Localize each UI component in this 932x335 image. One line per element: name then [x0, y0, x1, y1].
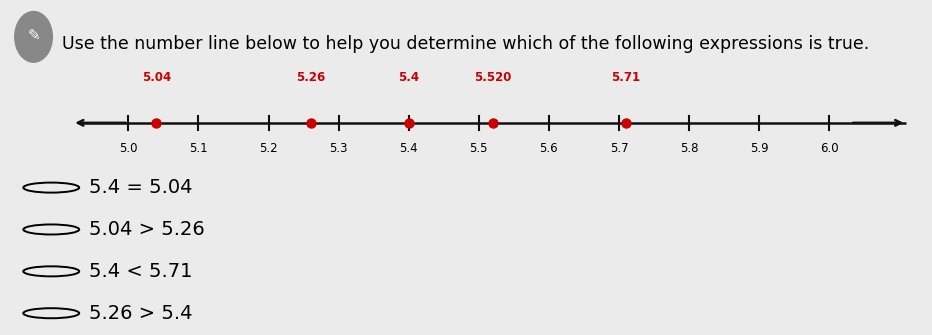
Text: 5.2: 5.2 [259, 142, 278, 155]
Text: 5.26 > 5.4: 5.26 > 5.4 [89, 304, 192, 323]
Text: Use the number line below to help you determine which of the following expressio: Use the number line below to help you de… [62, 35, 870, 53]
Text: 5.9: 5.9 [750, 142, 769, 155]
Text: 5.4 < 5.71: 5.4 < 5.71 [89, 262, 192, 281]
Text: ✎: ✎ [27, 28, 40, 43]
Text: 5.6: 5.6 [540, 142, 558, 155]
Text: 5.8: 5.8 [679, 142, 698, 155]
Text: 5.7: 5.7 [610, 142, 628, 155]
Text: 5.04: 5.04 [142, 71, 171, 84]
Text: 5.4 = 5.04: 5.4 = 5.04 [89, 178, 192, 197]
Text: 6.0: 6.0 [820, 142, 839, 155]
Text: 5.4: 5.4 [400, 142, 418, 155]
Text: 5.0: 5.0 [119, 142, 138, 155]
Text: 5.04 > 5.26: 5.04 > 5.26 [89, 220, 204, 239]
Text: 5.1: 5.1 [189, 142, 208, 155]
Text: 5.26: 5.26 [296, 71, 325, 84]
Text: 5.5: 5.5 [470, 142, 488, 155]
Text: 5.520: 5.520 [474, 71, 512, 84]
Text: 5.3: 5.3 [329, 142, 348, 155]
Text: 5.4: 5.4 [398, 71, 419, 84]
Circle shape [15, 11, 52, 62]
Text: 5.71: 5.71 [611, 71, 640, 84]
